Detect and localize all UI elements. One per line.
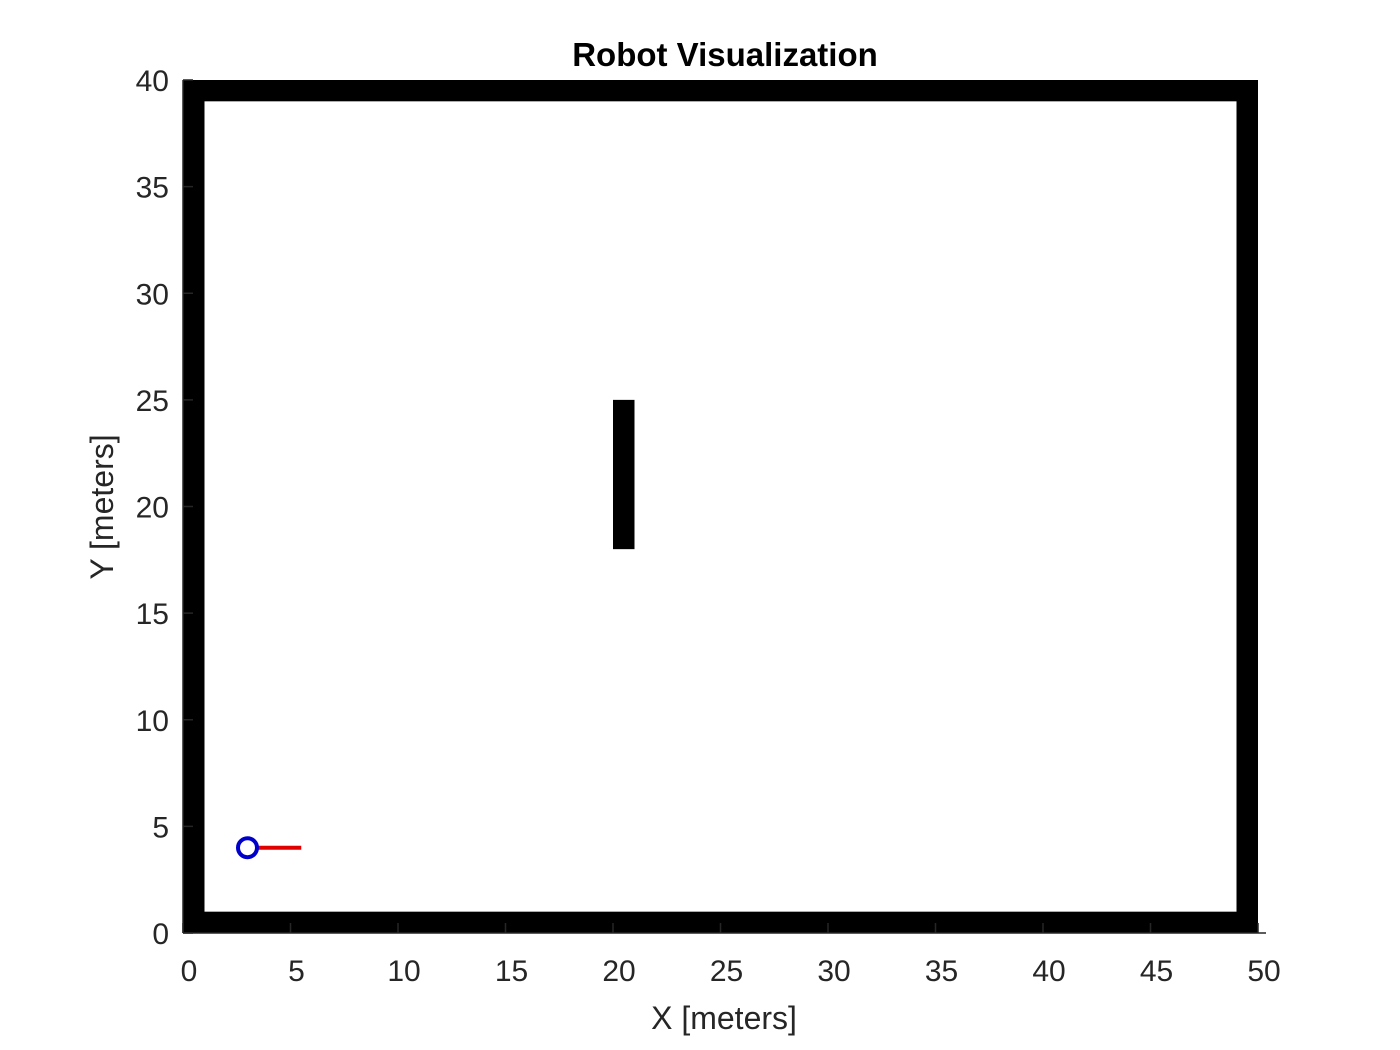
x-tick-label: 40 — [1032, 955, 1065, 988]
robot-body-marker — [236, 836, 259, 860]
x-tick-label: 5 — [288, 955, 305, 988]
y-axis-label: Y [meters] — [84, 434, 120, 579]
y-tick-label: 5 — [152, 811, 169, 844]
y-tick-label: 30 — [136, 278, 169, 311]
y-tick-label: 20 — [136, 492, 169, 525]
y-ticks: 0 5 10 15 20 25 30 35 40 — [136, 65, 193, 951]
x-tick-label: 45 — [1140, 955, 1173, 988]
x-tick-label: 30 — [817, 955, 850, 988]
y-tick-label: 0 — [152, 918, 169, 951]
x-tick-label: 20 — [602, 955, 635, 988]
robot-layer — [236, 836, 302, 860]
y-tick-label: 40 — [136, 65, 169, 98]
chart-title: Robot Visualization — [572, 36, 878, 73]
x-ticks: 0 5 10 15 20 25 30 35 40 45 50 — [181, 923, 1281, 988]
x-tick-label: 35 — [925, 955, 958, 988]
obstacle-wall-bottom — [183, 911, 1258, 933]
x-tick-label: 50 — [1247, 955, 1280, 988]
x-tick-label: 15 — [495, 955, 528, 988]
y-tick-label: 10 — [136, 705, 169, 738]
y-tick-label: 25 — [136, 385, 169, 418]
x-tick-label: 25 — [710, 955, 743, 988]
x-tick-label: 10 — [387, 955, 420, 988]
y-tick-label: 35 — [136, 172, 169, 205]
obstacle-wall-right — [1236, 80, 1258, 933]
x-tick-label: 0 — [181, 955, 198, 988]
obstacle-inner-obstacle — [613, 399, 635, 550]
obstacle-wall-top — [183, 80, 1258, 102]
y-tick-label: 15 — [136, 598, 169, 631]
x-axis-label: X [meters] — [651, 1000, 797, 1036]
